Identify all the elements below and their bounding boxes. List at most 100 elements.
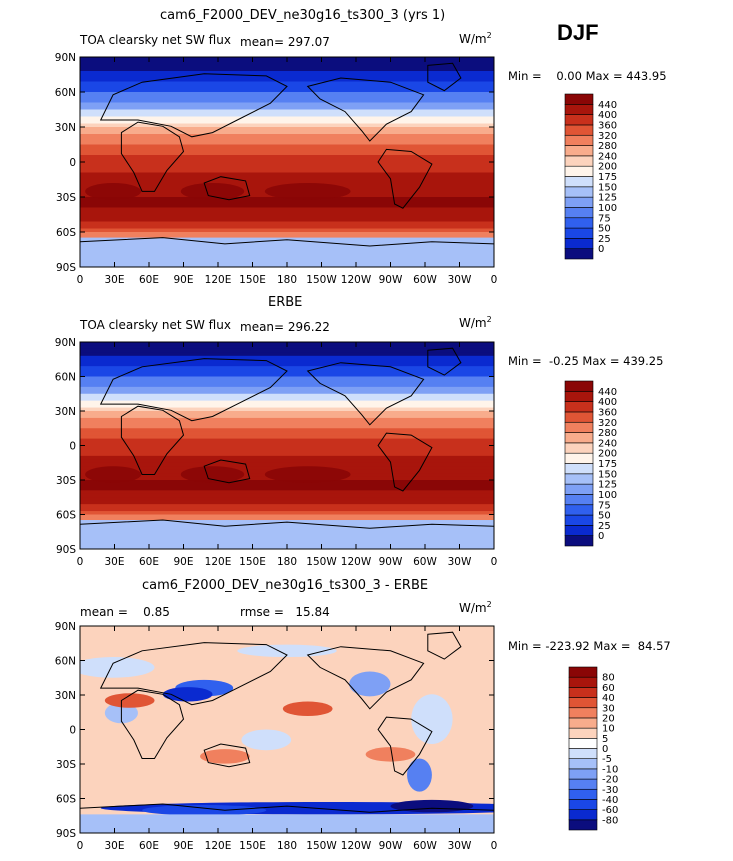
coastline — [306, 362, 425, 426]
field-band — [80, 204, 494, 209]
field-band — [80, 179, 494, 184]
coastline — [203, 459, 251, 484]
y-tick-label: 30S — [56, 192, 76, 204]
field-band — [80, 414, 494, 419]
field-band — [80, 116, 494, 121]
field-band — [80, 359, 494, 364]
field-band — [80, 60, 494, 65]
coastline — [80, 803, 494, 813]
field-band — [80, 158, 494, 163]
field-band — [80, 95, 494, 100]
colorbar-swatch — [564, 238, 594, 249]
field-band — [80, 172, 494, 177]
field-band — [80, 431, 494, 436]
field-band — [80, 435, 494, 440]
field-maximum-region — [180, 183, 245, 200]
field-band — [80, 214, 494, 219]
y-tick-label: 0 — [69, 441, 76, 453]
colorbar-label: -40 — [602, 795, 618, 806]
field-anomaly-region — [241, 729, 292, 751]
colorbar-swatch — [564, 494, 594, 506]
x-tick-label: 30E — [105, 274, 125, 286]
colorbar-label: 320 — [598, 418, 617, 429]
panel-1-units-label: W/m2 — [459, 31, 492, 46]
y-tick-label: 60S — [56, 794, 76, 806]
field-band — [80, 448, 494, 453]
coastline — [99, 358, 288, 422]
x-tick-label: 150E — [239, 274, 266, 286]
panel-3-range-label: Min = -223.92 Max = 84.57 — [508, 639, 671, 653]
colorbar-swatch — [568, 788, 598, 800]
colorbar-label: 75 — [598, 213, 611, 224]
x-tick-label: 90E — [174, 556, 194, 568]
coastline — [203, 743, 251, 768]
colorbar-swatch — [564, 196, 594, 208]
x-tick-label: 120W — [341, 556, 372, 568]
field-band — [80, 155, 494, 160]
panel-2-range-label: Min = -0.25 Max = 439.25 — [508, 354, 664, 368]
field-band — [80, 355, 494, 360]
colorbar-label: 60 — [602, 683, 615, 694]
y-tick-label: 30N — [55, 690, 76, 702]
field-anomaly-region — [162, 687, 213, 702]
field-band — [80, 490, 494, 495]
field-band — [80, 352, 494, 357]
x-tick-label: 0 — [77, 556, 84, 568]
field-band — [80, 362, 494, 367]
coastline — [80, 237, 494, 247]
colorbar-swatch — [564, 535, 594, 547]
field-maximum-region — [85, 183, 142, 200]
field-band — [80, 345, 494, 350]
colorbar-label: 150 — [598, 182, 617, 193]
colorbar-swatch — [564, 483, 594, 495]
colorbar-swatch — [564, 176, 594, 188]
panel-3-title: cam6_F2000_DEV_ne30g16_ts300_3 - ERBE — [142, 578, 429, 593]
field-maximum-region — [264, 183, 351, 200]
y-tick-label: 90N — [55, 621, 76, 633]
colorbar-label: 10 — [602, 724, 615, 735]
map-panel-1: 0 30E 60E 90E 120E 150E 180 150W 120W 90W 60W 30W 09… — [55, 52, 498, 286]
colorbar-label: 30 — [602, 703, 615, 714]
panel-3-units-base: W/m — [459, 601, 487, 615]
field-band — [80, 120, 494, 125]
field-band — [80, 221, 494, 226]
x-tick-label: 150W — [306, 556, 337, 568]
x-tick-label: 150E — [239, 840, 266, 852]
x-tick-label: 180 — [277, 274, 297, 286]
field-band — [80, 92, 494, 97]
field-band — [80, 165, 494, 170]
panel-2-units-label: W/m2 — [459, 315, 492, 330]
field-band — [80, 445, 494, 450]
colorbar-label: 50 — [598, 511, 611, 522]
x-tick-label: 120E — [205, 840, 232, 852]
field-band — [80, 113, 494, 118]
field-anomaly-region — [411, 694, 453, 744]
x-tick-label: 60E — [139, 556, 159, 568]
colorbar-label: 360 — [598, 407, 617, 418]
colorbar-label: 175 — [598, 172, 617, 183]
field-band — [80, 232, 494, 237]
field-band — [80, 74, 494, 79]
panel-1-range-label: Min = 0.00 Max = 443.95 — [508, 69, 667, 83]
colorbar-swatch — [564, 124, 594, 136]
field-band — [80, 404, 494, 409]
coastline — [306, 646, 425, 710]
colorbar-swatch — [564, 504, 594, 516]
colorbar-label: -20 — [602, 775, 618, 786]
field-band — [80, 393, 494, 398]
colorbar-label: 0 — [598, 244, 604, 255]
x-tick-label: 0 — [491, 840, 498, 852]
colorbar-label: 25 — [598, 234, 611, 245]
colorbar-swatch — [568, 666, 598, 678]
colorbar-label: 80 — [602, 673, 615, 684]
field-band — [80, 109, 494, 114]
field-band — [80, 218, 494, 223]
panel-1-units-base: W/m — [459, 32, 487, 46]
field-band — [80, 127, 494, 132]
coastline — [99, 642, 288, 706]
colorbar-swatch — [568, 768, 598, 780]
colorbar-label: 440 — [598, 100, 617, 111]
x-tick-label: 60W — [413, 274, 437, 286]
field-anomaly-region — [104, 693, 155, 708]
